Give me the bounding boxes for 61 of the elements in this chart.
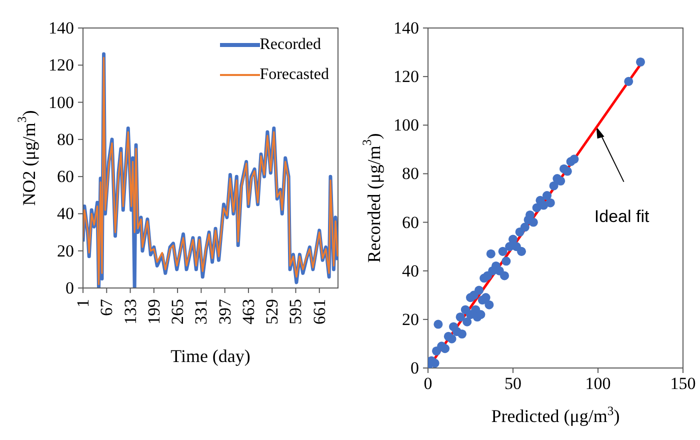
y-tick-label: 140 bbox=[394, 18, 419, 38]
x-tick-label: 100 bbox=[585, 374, 611, 393]
y-tick-label: 120 bbox=[48, 56, 74, 75]
x-tick-label: 199 bbox=[144, 299, 164, 324]
point bbox=[456, 312, 465, 322]
point bbox=[434, 320, 443, 329]
point bbox=[562, 166, 572, 176]
x-tick-label: 661 bbox=[310, 299, 329, 324]
y-tick-label: 40 bbox=[402, 261, 419, 280]
x-tick-label: 595 bbox=[286, 299, 306, 324]
y-tick-label: 60 bbox=[57, 167, 74, 186]
point bbox=[624, 76, 634, 86]
point bbox=[474, 286, 484, 295]
y-tick-label: 20 bbox=[57, 241, 74, 260]
y-tick-label: 40 bbox=[57, 204, 74, 224]
point bbox=[520, 222, 530, 232]
x-tick-label: 1 bbox=[74, 299, 92, 308]
legend-label: Recorded bbox=[260, 36, 321, 54]
y-tick-label: 0 bbox=[66, 278, 74, 298]
point bbox=[528, 218, 538, 227]
legend-label: Forecasted bbox=[260, 66, 329, 84]
x-tick-label: 150 bbox=[670, 374, 696, 393]
point bbox=[500, 271, 510, 280]
annotation: Ideal fit bbox=[594, 206, 650, 226]
x-tick-label: 265 bbox=[168, 299, 188, 324]
point bbox=[486, 249, 496, 258]
point bbox=[636, 57, 646, 67]
x-axis-title: Predicted (μg/m$^{3}$) bbox=[491, 404, 620, 426]
y-tick-label: 100 bbox=[394, 116, 419, 135]
point bbox=[457, 329, 467, 339]
y-tick-label: 80 bbox=[57, 130, 74, 149]
point bbox=[502, 256, 511, 266]
x-tick-label: 0 bbox=[424, 374, 432, 393]
x-tick-label: 67 bbox=[97, 298, 116, 316]
point bbox=[508, 234, 518, 244]
point bbox=[556, 176, 566, 186]
x-tick-label: 397 bbox=[215, 298, 234, 324]
x-axis-title: Time (day) bbox=[170, 346, 250, 366]
point bbox=[498, 246, 508, 256]
y-tick-label: 120 bbox=[394, 67, 419, 86]
x-tick-label: 331 bbox=[192, 299, 211, 324]
point bbox=[447, 334, 456, 344]
point bbox=[546, 198, 555, 208]
point bbox=[516, 246, 526, 256]
x-tick-label: 529 bbox=[262, 299, 282, 324]
point bbox=[481, 293, 490, 302]
point bbox=[549, 181, 558, 190]
y-tick-label: 100 bbox=[48, 92, 74, 112]
y-tick-label: 80 bbox=[402, 164, 419, 184]
point bbox=[440, 344, 450, 354]
point bbox=[484, 300, 494, 310]
point bbox=[462, 317, 472, 326]
point bbox=[570, 154, 579, 164]
x-tick-label: 133 bbox=[120, 299, 140, 324]
x-tick-label: 463 bbox=[238, 299, 258, 324]
y-tick-label: 140 bbox=[48, 18, 74, 38]
y-tick-label: 0 bbox=[410, 358, 419, 378]
point bbox=[542, 191, 552, 200]
y-tick-label: 20 bbox=[402, 310, 419, 329]
y-tick-label: 60 bbox=[402, 212, 419, 232]
x-tick-label: 50 bbox=[504, 374, 522, 393]
